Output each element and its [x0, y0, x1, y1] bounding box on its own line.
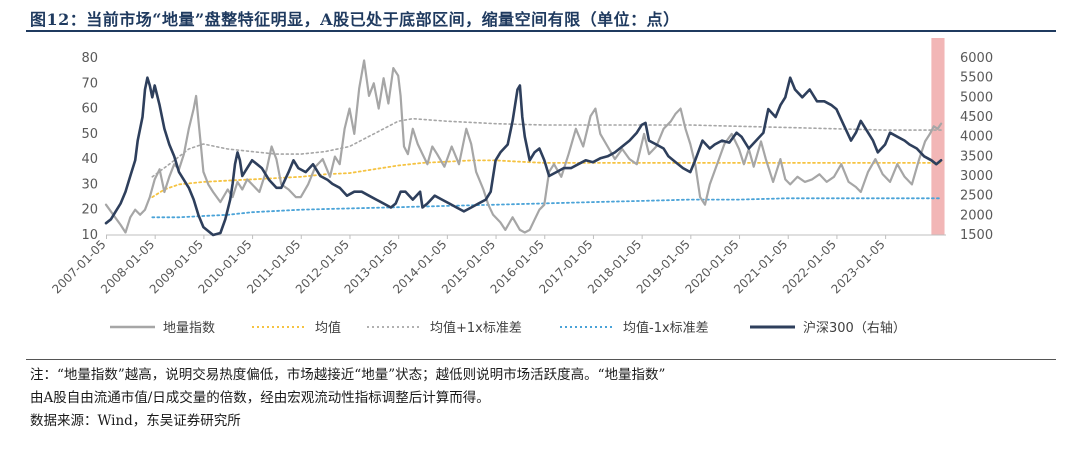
legend-item: 均值: [252, 320, 341, 336]
legend-label: 沪深300（右轴）: [803, 320, 906, 336]
figure-title: 图12：当前市场“地量”盘整特征明显，A股已处于底部区间，缩量空间有限（单位：点…: [30, 10, 680, 29]
left-axis-tick-label: 50: [81, 127, 98, 142]
left-axis-tick-label: 10: [81, 228, 98, 243]
note-line-2: 由A股自由流通市值/日成交量的倍数，经由宏观流动性指标调整后计算而得。: [30, 390, 490, 406]
left-axis-tick-label: 20: [81, 203, 98, 218]
right-axis-tick-label: 3500: [960, 149, 993, 164]
legend-label: 均值: [315, 320, 341, 336]
right-axis-tick-label: 4500: [960, 110, 993, 125]
right-axis-tick-label: 5000: [960, 90, 993, 105]
right-axis-tick-label: 6000: [960, 51, 993, 66]
legend-label: 均值+1x标准差: [430, 320, 522, 336]
right-y-axis: 1500 2000 2500 3000 3500 4000 4500 5000 5500 6000: [960, 51, 993, 243]
series-line-mean-minus-std: [151, 197, 942, 219]
series-line-dl-index: [104, 59, 943, 234]
left-axis-tick-label: 40: [81, 152, 98, 167]
source-line: 数据来源：Wind，东吴证券研究所: [30, 413, 241, 429]
left-axis-tick-label: 30: [81, 177, 98, 192]
right-axis-tick-label: 1500: [960, 228, 993, 243]
series-layer: [104, 59, 943, 237]
right-axis-tick-label: 5500: [960, 71, 993, 86]
legend-item: 均值-1x标准差: [560, 320, 709, 336]
series-line-hs300: [104, 76, 943, 237]
right-axis-tick-label: 2500: [960, 189, 993, 204]
right-axis-tick-label: 4000: [960, 130, 993, 145]
series-line-mean-plus-std: [151, 117, 942, 178]
left-axis-tick-label: 60: [81, 102, 98, 117]
left-axis-tick-label: 70: [81, 76, 98, 91]
notes-section: 注：“地量指数”越高，说明交易热度偏低，市场越接近“地量”状态；越低则说明市场活…: [30, 364, 1050, 433]
title-divider: [26, 30, 1056, 32]
dual-axis-line-chart: 10 20 30 40 50 60 70 80 1500 2000 2500 3000 3500 400…: [49, 38, 993, 336]
legend-label: 均值-1x标准差: [623, 320, 709, 336]
legend-label: 地量指数: [163, 321, 215, 336]
legend-item: 地量指数: [110, 321, 215, 336]
x-axis: 2007-01-052008-01-052009-01-052010-01-05…: [49, 234, 946, 296]
legend-item: 均值+1x标准差: [367, 320, 522, 336]
highlight-band-layer: [931, 38, 945, 235]
legend: 地量指数 均值 均值+1x标准差 均值-1x标准差 沪深300（右轴）: [110, 320, 906, 336]
left-y-axis: 10 20 30 40 50 60 70 80: [81, 51, 98, 243]
notes-divider: [26, 359, 1056, 360]
right-axis-tick-label: 3000: [960, 169, 993, 184]
note-line-1: 注：“地量指数”越高，说明交易热度偏低，市场越接近“地量”状态；越低则说明市场活…: [30, 367, 666, 383]
legend-item: 沪深300（右轴）: [750, 320, 906, 336]
left-axis-tick-label: 80: [81, 51, 98, 66]
right-axis-tick-label: 2000: [960, 208, 993, 223]
highlight-band: [931, 38, 945, 235]
